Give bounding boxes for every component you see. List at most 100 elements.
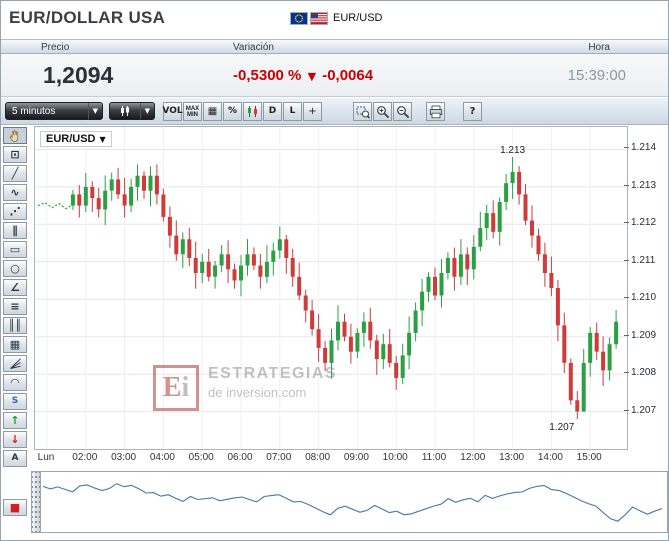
chevron-down-icon: ▼: [87, 103, 102, 119]
eu-flag-icon: [290, 12, 308, 25]
symbol-selector[interactable]: EUR/USD ▼: [40, 131, 112, 147]
down-triangle-icon: ▼: [307, 70, 317, 83]
grid-lines: [35, 127, 627, 449]
candlestick-style-icon: [110, 105, 140, 117]
buy-marker-tool[interactable]: ↑: [3, 412, 27, 429]
low-annotation: 1.207: [549, 422, 574, 433]
percent-scale-button[interactable]: %: [223, 102, 242, 121]
angle-tool[interactable]: ∠: [3, 279, 27, 296]
volume-icon: VOL: [162, 106, 183, 116]
up-arrow-icon: ↑: [10, 414, 20, 427]
angle-icon: ∠: [10, 281, 20, 294]
dotted-diagonal-icon: ⋰: [9, 205, 21, 218]
price-tick-label: 1.209: [624, 330, 667, 341]
candle-chart-button[interactable]: [243, 102, 262, 121]
diagonal-line-icon: ╱: [11, 167, 19, 180]
us-flag-icon: [310, 12, 328, 25]
fibo-arcs-tool[interactable]: ◠: [3, 374, 27, 391]
pointer-window-tool[interactable]: ⊡: [3, 146, 27, 163]
grid-icon: ▦: [207, 105, 218, 117]
letter-a-icon: A: [11, 453, 19, 463]
zoom-area-button[interactable]: [353, 102, 372, 121]
time-tick-label: 02:00: [72, 452, 98, 463]
print-button[interactable]: [426, 102, 445, 121]
question-mark-icon: ?: [469, 105, 476, 117]
rectangle-tool[interactable]: ▭: [3, 241, 27, 258]
daily-button[interactable]: D: [263, 102, 282, 121]
candlestick-icon: [246, 105, 259, 118]
zoom-in-button[interactable]: [373, 102, 392, 121]
navigator-handle[interactable]: [32, 472, 41, 532]
trendline-tool[interactable]: ╱: [3, 165, 27, 182]
quote-time: 15:39:00: [567, 67, 626, 84]
interval-dropdown[interactable]: 5 minutos ▼: [5, 102, 103, 120]
toolbar-buttons: VOL MAX MIN ▦% D L +: [162, 102, 322, 121]
text-tool[interactable]: A: [3, 450, 27, 467]
line-chart-icon: L: [289, 106, 296, 116]
vertical-lines-icon: ║║: [8, 319, 22, 332]
price-tick-label: 1.210: [624, 292, 667, 303]
sell-marker-tool[interactable]: ↓: [3, 431, 27, 448]
drawing-toolbar: ⊡ ╱ ∿ ⋰ ∥ ▭ ○ ∠ ≡ ║║ ▦ ◠ S ↑ ↓ A ■: [3, 127, 29, 516]
ellipse-tool[interactable]: ○: [3, 260, 27, 277]
line-chart-button[interactable]: L: [283, 102, 302, 121]
fibo-retracement-tool[interactable]: ≡: [3, 298, 27, 315]
time-tick-label: 06:00: [227, 452, 253, 463]
zoom-out-button[interactable]: [393, 102, 412, 121]
time-tick-label: 12:00: [460, 452, 486, 463]
arcs-icon: ◠: [10, 376, 20, 389]
delete-tool[interactable]: ■: [3, 499, 27, 516]
freehand-tool[interactable]: ∿: [3, 184, 27, 201]
percent-icon: %: [227, 106, 238, 116]
zoom-area-icon: [356, 105, 370, 119]
quote-values-row: 1,2094 -0,5300 % ▼ -0,0064 15:39:00: [1, 54, 668, 97]
navigator-line: [42, 483, 663, 522]
chart-toolbar: 5 minutos ▼ ▼ VOL MAX MIN ▦% D L + ?: [1, 98, 668, 125]
candlestick-series: [70, 157, 619, 419]
price-tick-label: 1.213: [624, 180, 667, 191]
volume-button[interactable]: VOL: [162, 102, 183, 121]
price-tick-label: 1.211: [624, 255, 667, 266]
symbol-name: EUR/USD: [46, 133, 96, 145]
variation-percent: -0,5300 %: [233, 67, 302, 84]
chevron-down-icon: ▼: [99, 134, 106, 144]
time-tick-label: 07:00: [266, 452, 292, 463]
fibo-fan-tool[interactable]: [3, 355, 27, 372]
price-tick-label: 1.212: [624, 217, 667, 228]
maxmin-button[interactable]: MAX MIN: [183, 102, 202, 121]
grid-toggle-button[interactable]: ▦: [203, 102, 222, 121]
time-tick-label: 08:00: [305, 452, 331, 463]
chart-navigator[interactable]: [31, 471, 668, 533]
last-price: 1,2094: [43, 62, 114, 88]
fibo-timezones-tool[interactable]: ║║: [3, 317, 27, 334]
zoom-out-icon: [396, 105, 410, 119]
price-tick-label: 1.214: [624, 142, 667, 153]
pair-label: EUR/USD: [333, 12, 383, 24]
pan-tool[interactable]: [3, 127, 27, 144]
zigzag-tool[interactable]: S: [3, 393, 27, 410]
interval-label: 5 minutos: [12, 105, 56, 117]
help-button[interactable]: ?: [463, 102, 482, 121]
toolbar-zoom-buttons: [353, 102, 412, 121]
ray-tool[interactable]: ⋰: [3, 203, 27, 220]
time-tick-label: 13:00: [499, 452, 525, 463]
help-slot: ?: [463, 102, 482, 121]
zoom-in-icon: [376, 105, 390, 119]
grid-tool[interactable]: ▦: [3, 336, 27, 353]
s-wave-icon: S: [11, 396, 19, 406]
chart-style-dropdown[interactable]: ▼: [109, 102, 155, 120]
time-tick-label: 15:00: [576, 452, 602, 463]
parallel-lines-tool[interactable]: ∥: [3, 222, 27, 239]
quote-column-headers: Precio Variación Hora: [1, 39, 668, 54]
crosshair-button[interactable]: +: [303, 102, 322, 121]
screen-icon: ⊡: [10, 148, 20, 161]
price-tick-label: 1.208: [624, 367, 667, 378]
crosshair-icon: +: [308, 105, 317, 117]
time-tick-label: 03:00: [111, 452, 137, 463]
parallel-lines-icon: ∥: [12, 224, 18, 237]
grid-dots-icon: ▦: [9, 338, 21, 351]
time-tick-label: 04:00: [149, 452, 175, 463]
rectangle-icon: ▭: [9, 243, 21, 256]
